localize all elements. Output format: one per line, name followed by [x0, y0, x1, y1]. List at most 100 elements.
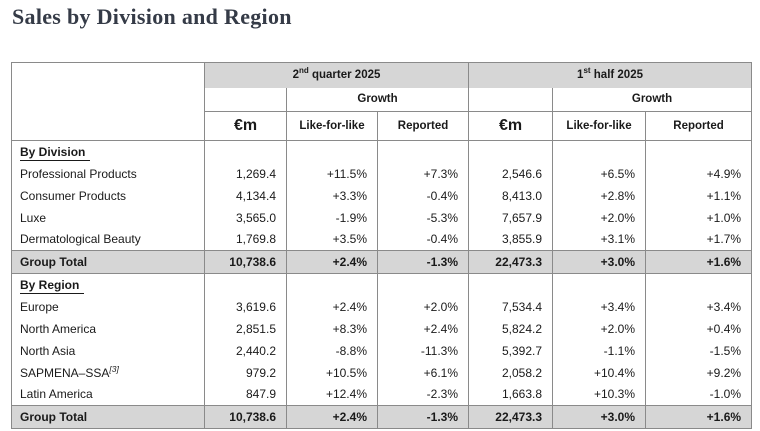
h1-eur-m-header: €m — [468, 111, 553, 141]
empty-cell — [376, 140, 469, 163]
row-label-text: SAPMENA–SSA — [20, 365, 110, 380]
cell-value: +1.1% — [645, 184, 752, 207]
empty-cell — [286, 140, 378, 163]
cell-value: +9.2% — [645, 361, 752, 384]
empty-cell — [204, 87, 287, 112]
cell-value: -1.9% — [286, 206, 378, 229]
cell-value: 7,657.9 — [468, 206, 553, 229]
cell-value: -11.3% — [376, 339, 469, 362]
cell-value: +2.4% — [286, 250, 378, 274]
table-row-sapmena-ssa: SAPMENA–SSA[3] 979.2 +10.5% +6.1% 2,058.… — [12, 361, 752, 384]
h1-growth-header: Growth — [552, 87, 752, 112]
cell-value: 3,619.6 — [204, 295, 287, 318]
table-row-consumer-products: Consumer Products 4,134.4 +3.3% -0.4% 8,… — [12, 184, 752, 207]
cell-value: -2.3% — [376, 383, 469, 406]
cell-value: +10.5% — [286, 361, 378, 384]
row-label: Dermatological Beauty — [12, 229, 205, 251]
period-header-row: 2nd quarter 2025 1st half 2025 — [11, 62, 752, 141]
cell-value: +3.4% — [552, 295, 646, 318]
section-label: By Region — [12, 274, 205, 296]
sales-table: 2nd quarter 2025 1st half 2025 Growth Gr… — [11, 62, 753, 429]
table-row-professional-products: Professional Products 1,269.4 +11.5% +7.… — [12, 162, 752, 185]
cell-value: +10.4% — [552, 361, 646, 384]
table-row-north-asia: North Asia 2,440.2 -8.8% -11.3% 5,392.7 … — [12, 339, 752, 362]
cell-value: -1.3% — [376, 405, 469, 429]
cell-value: -5.3% — [376, 206, 469, 229]
cell-value: -1.5% — [645, 339, 752, 362]
table-row-europe: Europe 3,619.6 +2.4% +2.0% 7,534.4 +3.4%… — [12, 295, 752, 318]
row-label: North Asia — [12, 340, 205, 362]
cell-value: +8.3% — [286, 317, 378, 340]
group-total-row-region: Group Total 10,738.6 +2.4% -1.3% 22,473.… — [11, 405, 752, 429]
table-row-luxe: Luxe 3,565.0 -1.9% -5.3% 7,657.9 +2.0% +… — [12, 206, 752, 229]
cell-value: +10.3% — [552, 383, 646, 406]
total-label: Group Total — [11, 250, 205, 274]
h1-period-header: 1st half 2025 — [468, 62, 752, 88]
corner-cell — [11, 62, 205, 141]
period-number: 2 — [292, 69, 300, 82]
cell-value: 1,269.4 — [204, 162, 287, 185]
table-row-latin-america: Latin America 847.9 +12.4% -2.3% 1,663.8… — [12, 383, 752, 406]
cell-value: 2,546.6 — [468, 162, 553, 185]
cell-value: +0.4% — [645, 317, 752, 340]
cell-value: +7.3% — [376, 162, 469, 185]
section-row-by-region: By Region — [12, 273, 752, 296]
cell-value: -0.4% — [376, 184, 469, 207]
column-header-row: €m Like-for-like Reported €m Like-for-li… — [12, 111, 752, 141]
cell-value: 1,663.8 — [468, 383, 553, 406]
cell-value: +2.8% — [552, 184, 646, 207]
empty-cell — [468, 273, 553, 296]
cell-value: +2.0% — [552, 206, 646, 229]
cell-value: +12.4% — [286, 383, 378, 406]
cell-value: -8.8% — [286, 339, 378, 362]
cell-value: +6.1% — [376, 361, 469, 384]
row-label: North America — [12, 318, 205, 340]
cell-value: +3.4% — [645, 295, 752, 318]
empty-cell — [645, 140, 752, 163]
cell-value: +2.0% — [376, 295, 469, 318]
cell-value: 3,565.0 — [204, 206, 287, 229]
cell-value: 3,855.9 — [468, 228, 553, 251]
cell-value: +1.6% — [645, 250, 752, 274]
empty-cell — [552, 140, 646, 163]
cell-value: +3.0% — [552, 250, 646, 274]
h1-reported-header: Reported — [645, 111, 752, 141]
cell-value: 10,738.6 — [204, 250, 287, 274]
cell-value: 847.9 — [204, 383, 287, 406]
cell-value: +1.6% — [645, 405, 752, 429]
row-label: SAPMENA–SSA[3] — [12, 362, 205, 384]
cell-value: 2,851.5 — [204, 317, 287, 340]
row-label-text: Luxe — [20, 210, 47, 225]
section-label-text: By Region — [20, 277, 85, 294]
page-title: Sales by Division and Region — [12, 4, 292, 29]
q2-growth-header: Growth — [285, 87, 469, 112]
footnote-marker: [3] — [109, 363, 119, 374]
row-label: Consumer Products — [12, 185, 205, 207]
cell-value: +3.5% — [286, 228, 378, 251]
period-ordinal-suffix: st — [583, 66, 591, 76]
period-ordinal-suffix: nd — [299, 66, 309, 76]
cell-value: 8,413.0 — [468, 184, 553, 207]
row-label-text: North America — [20, 321, 97, 336]
cell-value: +11.5% — [286, 162, 378, 185]
cell-value: +2.4% — [286, 295, 378, 318]
row-label: Professional Products — [12, 163, 205, 185]
cell-value: +3.1% — [552, 228, 646, 251]
group-total-row-division: Group Total 10,738.6 +2.4% -1.3% 22,473.… — [11, 250, 752, 274]
cell-value: 7,534.4 — [468, 295, 553, 318]
cell-value: +4.9% — [645, 162, 752, 185]
cell-value: 1,769.8 — [204, 228, 287, 251]
empty-cell — [204, 273, 287, 296]
q2-reported-header: Reported — [376, 111, 469, 141]
h1-like-for-like-header: Like-for-like — [552, 111, 646, 141]
section-label: By Division — [11, 140, 205, 163]
row-label-text: Dermatological Beauty — [20, 232, 141, 247]
cell-value: +2.4% — [376, 317, 469, 340]
cell-value: +2.0% — [552, 317, 646, 340]
cell-value: 979.2 — [204, 361, 287, 384]
section-row-by-division: By Division — [11, 140, 752, 163]
cell-value: 2,440.2 — [204, 339, 287, 362]
row-label-text: Latin America — [20, 387, 93, 402]
empty-cell — [204, 140, 287, 163]
cell-value: -0.4% — [376, 228, 469, 251]
